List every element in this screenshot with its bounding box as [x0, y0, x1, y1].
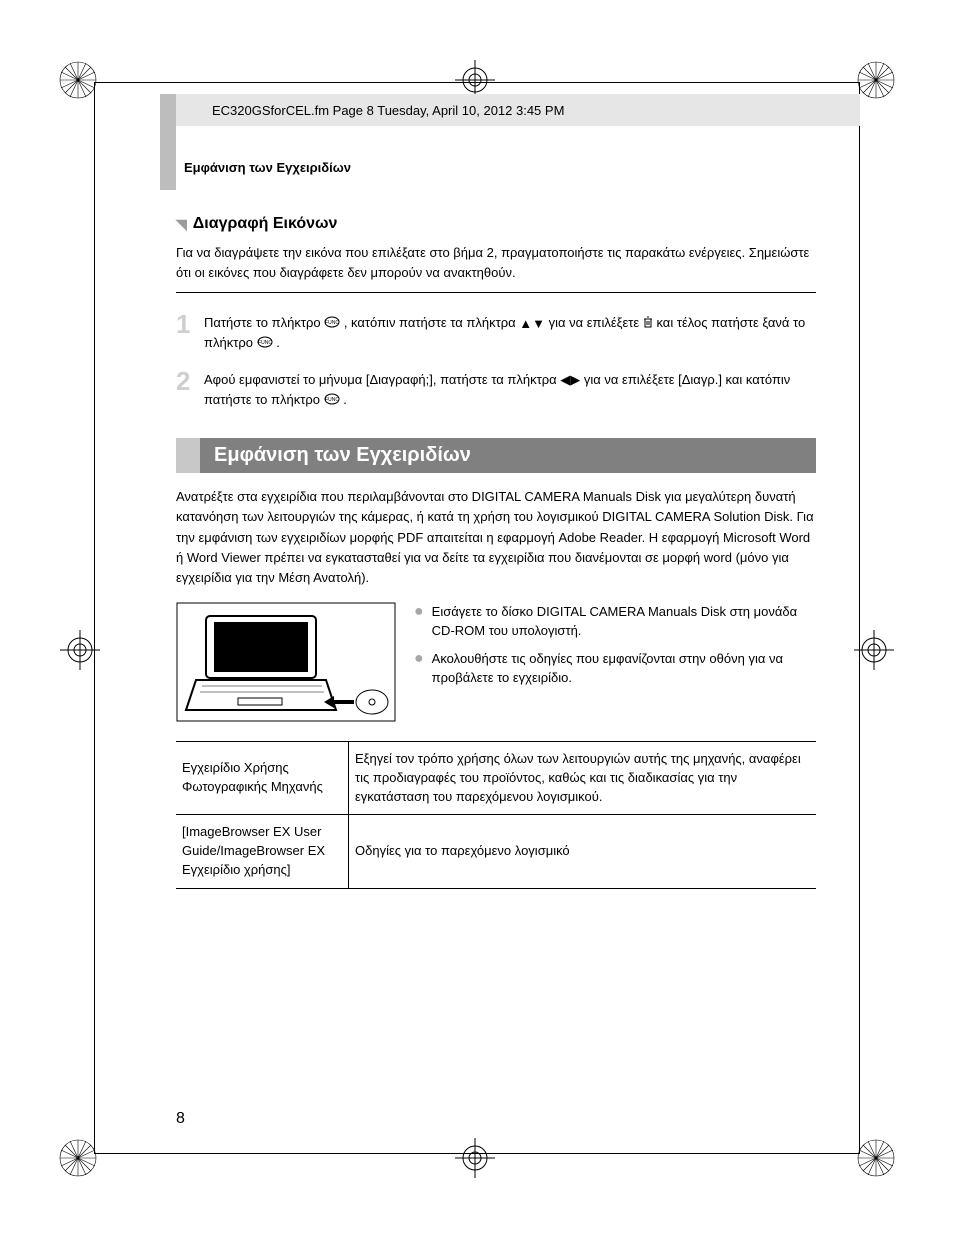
body-paragraph: Ανατρέξτε στα εγχειρίδια που περιλαμβάνο… [176, 487, 816, 588]
intro-paragraph: Για να διαγράψετε την εικόνα που επιλέξα… [176, 243, 816, 282]
bullet-icon: ● [414, 649, 424, 688]
left-right-arrows-icon: ◀▶ [560, 370, 580, 390]
table-cell: Οδηγίες για το παρεχόμενο λογισμικό [349, 815, 817, 889]
laptop-illustration [176, 602, 396, 727]
svg-text:FUNC: FUNC [258, 340, 272, 346]
crop-mark-icon [58, 1138, 98, 1178]
up-down-arrows-icon: ▲▼ [519, 314, 545, 334]
func-set-button-icon: FUNC [324, 314, 340, 334]
svg-text:FUNC: FUNC [325, 320, 339, 326]
page-content: Εμφάνιση των Εγχειριδίων ◥ Διαγραφή Εικό… [176, 160, 816, 889]
crop-mark-icon [856, 1138, 896, 1178]
table-cell: Εξηγεί τον τρόπο χρήσης όλων των λειτουρ… [349, 741, 817, 815]
bullet-text: Εισάγετε το δίσκο DIGITAL CAMERA Manuals… [432, 602, 816, 641]
manuals-table: Εγχειρίδιο Χρήσης Φωτογραφικής Μηχανής Ε… [176, 741, 816, 889]
step-text: Πατήστε το πλήκτρο FUNC , κατόπιν πατήστ… [204, 311, 816, 354]
heading-marker-icon: ◥ [176, 216, 187, 233]
banner-tab [176, 438, 200, 473]
step-number: 2 [176, 368, 204, 411]
section-banner: Εμφάνιση των Εγχειριδίων [176, 438, 816, 473]
trash-icon [643, 314, 653, 334]
svg-text:FUNC: FUNC [325, 397, 339, 403]
table-cell: [ImageBrowser EX User Guide/ImageBrowser… [176, 815, 349, 889]
section-title: Εμφάνιση των Εγχειριδίων [200, 438, 816, 473]
bullet-text: Ακολουθήστε τις οδηγίες που εμφανίζονται… [432, 649, 816, 688]
crop-mark-icon [58, 60, 98, 100]
sub-heading-text: Διαγραφή Εικόνων [193, 215, 338, 233]
step-number: 1 [176, 311, 204, 354]
func-set-button-icon: FUNC [257, 334, 273, 354]
side-tab [160, 94, 176, 190]
header-text: EC320GSforCEL.fm Page 8 Tuesday, April 1… [212, 103, 564, 118]
registration-mark-icon [854, 630, 894, 670]
sub-heading: ◥ Διαγραφή Εικόνων [176, 215, 816, 233]
func-set-button-icon: FUNC [324, 391, 340, 411]
step-text: Αφού εμφανιστεί το μήνυμα [Διαγραφή;], π… [204, 368, 816, 411]
bullet-item: ● Ακολουθήστε τις οδηγίες που εμφανίζοντ… [414, 649, 816, 688]
table-cell: Εγχειρίδιο Χρήσης Φωτογραφικής Μηχανής [176, 741, 349, 815]
divider [176, 292, 816, 293]
bullet-item: ● Εισάγετε το δίσκο DIGITAL CAMERA Manua… [414, 602, 816, 641]
header-bar: EC320GSforCEL.fm Page 8 Tuesday, April 1… [176, 94, 860, 126]
table-row: [ImageBrowser EX User Guide/ImageBrowser… [176, 815, 816, 889]
step-2: 2 Αφού εμφανιστεί το μήνυμα [Διαγραφή;],… [176, 368, 816, 411]
crop-mark-icon [856, 60, 896, 100]
table-row: Εγχειρίδιο Χρήσης Φωτογραφικής Μηχανής Ε… [176, 741, 816, 815]
illustration-row: ● Εισάγετε το δίσκο DIGITAL CAMERA Manua… [176, 602, 816, 727]
bullet-list: ● Εισάγετε το δίσκο DIGITAL CAMERA Manua… [414, 602, 816, 696]
bullet-icon: ● [414, 602, 424, 641]
page-number: 8 [176, 1110, 185, 1128]
running-head: Εμφάνιση των Εγχειριδίων [184, 160, 816, 175]
step-1: 1 Πατήστε το πλήκτρο FUNC , κατόπιν πατή… [176, 311, 816, 354]
